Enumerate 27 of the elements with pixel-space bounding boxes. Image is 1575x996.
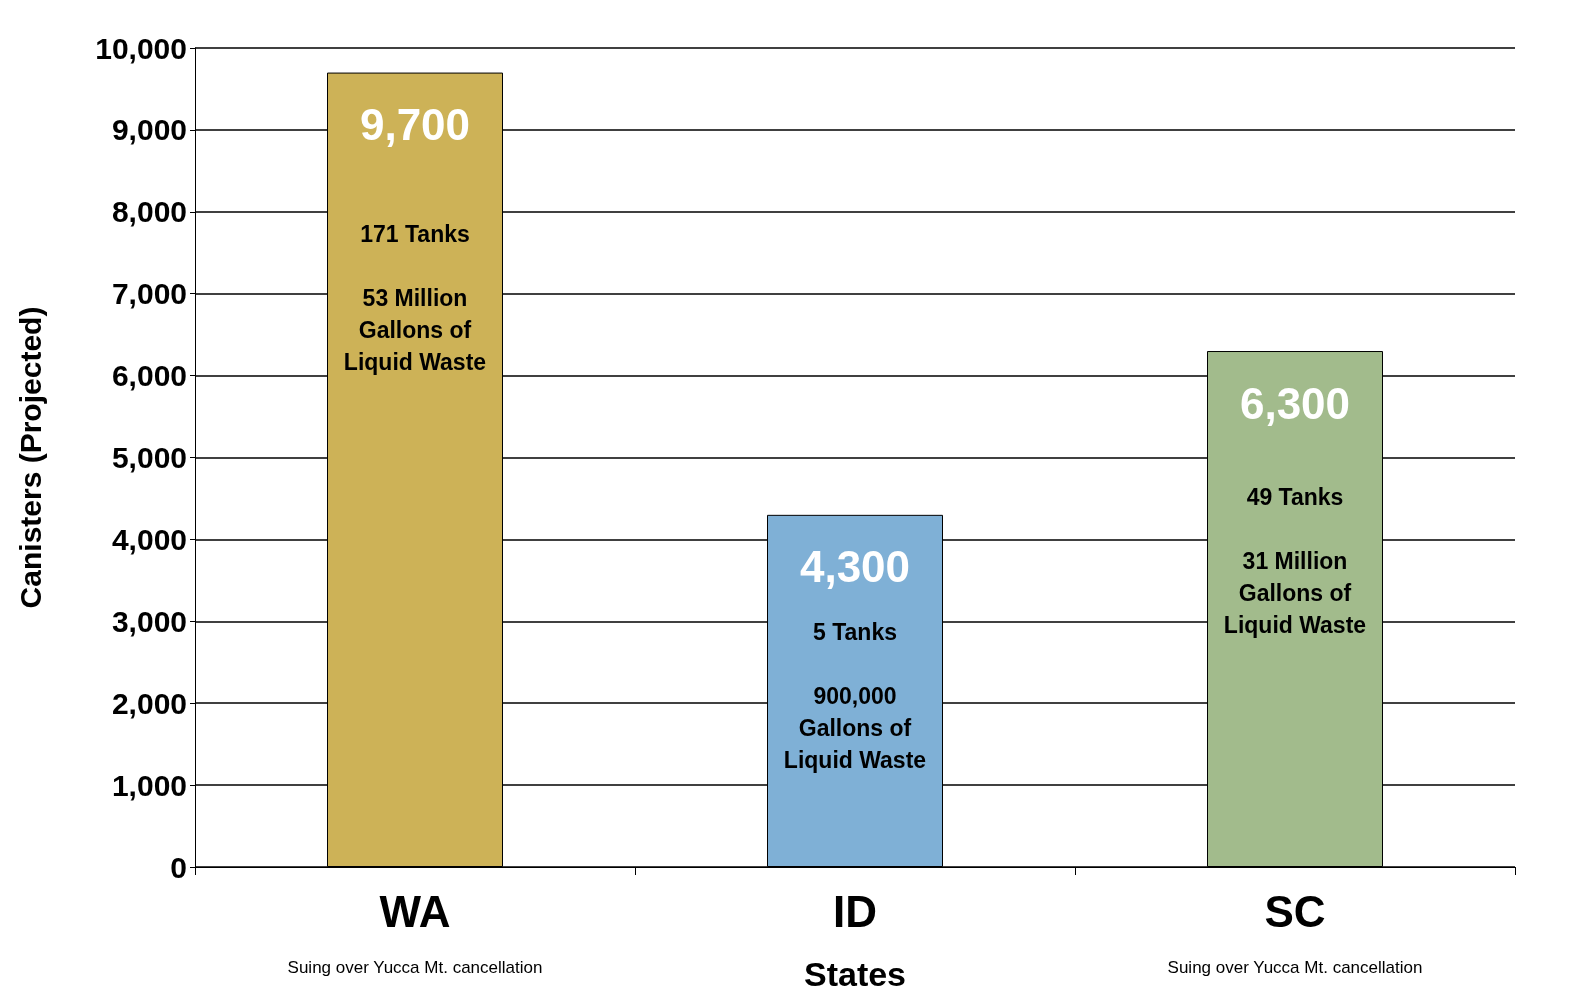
y-tick-label: 8,000: [111, 195, 187, 229]
x-tick-label: SC: [1264, 886, 1326, 936]
y-tick-label: 5,000: [111, 441, 187, 474]
y-tick-label: 4,000: [111, 522, 187, 556]
annotation: 53 Million Gallons of Liquid Waste: [342, 284, 488, 377]
data-label: 4,300: [799, 542, 911, 592]
x-tick-label: ID: [833, 886, 877, 936]
x-axis-title: States: [803, 955, 907, 993]
data-label: 6,300: [1239, 378, 1351, 428]
y-tick-label: 9,000: [111, 113, 187, 147]
y-tick-label: 10,000: [95, 31, 187, 65]
annotation: 31 Million Gallons of Liquid Waste: [1222, 547, 1368, 640]
text: Suing over Yucca Mt. cancellation: [286, 958, 544, 978]
y-tick-label: 3,000: [111, 604, 187, 638]
x-tick-label: WA: [379, 886, 451, 936]
y-tick-label: 0: [170, 850, 187, 884]
annotation: 900,000 Gallons of Liquid Waste: [782, 682, 928, 775]
y-tick-label: 7,000: [111, 277, 187, 311]
y-tick-label: 1,000: [111, 768, 187, 802]
y-tick-label: 2,000: [111, 686, 187, 720]
annotation: 171 Tanks: [359, 220, 471, 249]
y-axis-title: Canisters (Projected): [13, 306, 47, 609]
text: Suing over Yucca Mt. cancellation: [1166, 958, 1424, 978]
y-tick-label: 6,000: [111, 359, 187, 393]
annotation: 5 Tanks: [812, 618, 898, 647]
annotation: 49 Tanks: [1245, 483, 1345, 512]
data-label: 9,700: [359, 100, 471, 150]
